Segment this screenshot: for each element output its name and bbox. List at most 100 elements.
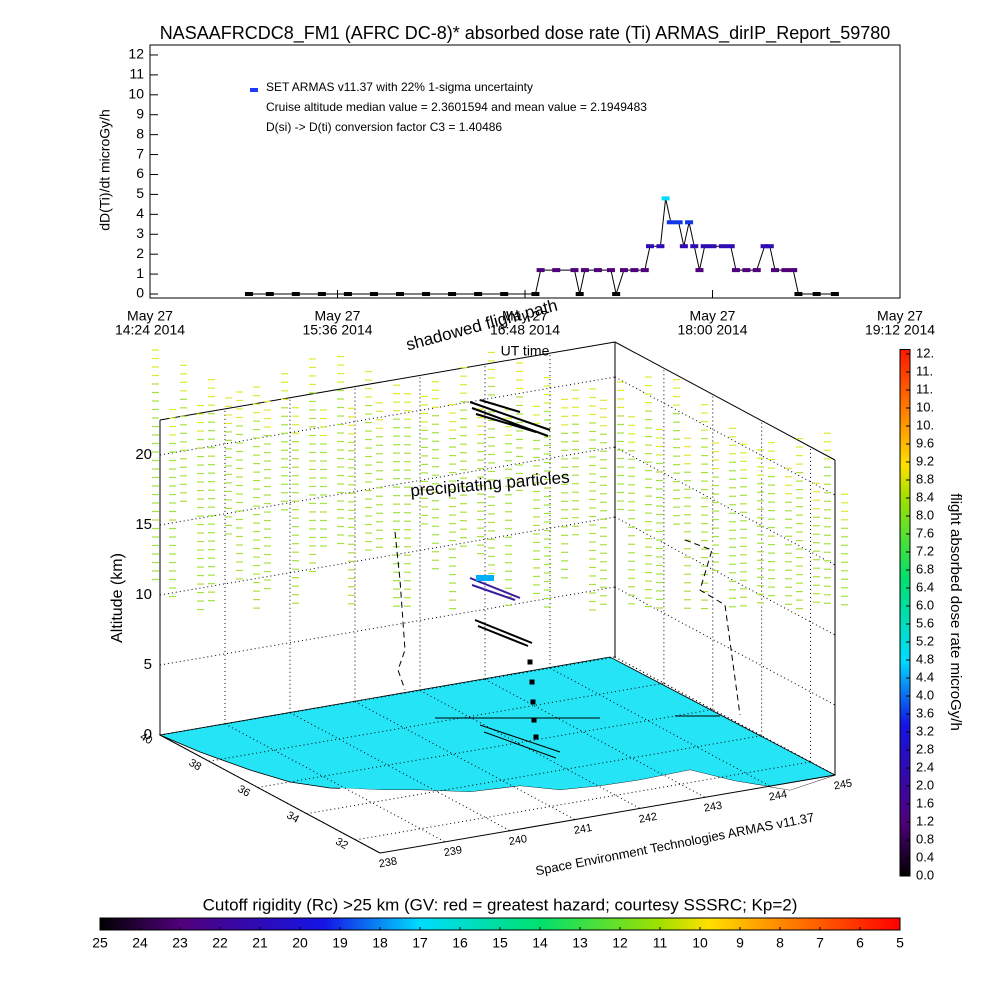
y-tick-label: 6 [136, 165, 144, 181]
grid-line [159, 656, 616, 736]
data-point [708, 244, 717, 249]
flight-marker [529, 679, 535, 685]
grid-line [549, 667, 771, 787]
colorbar-tick-label: 24 [132, 935, 148, 951]
y-tick-label: 7 [136, 145, 144, 161]
colorbar-tick-label: 5.6 [916, 615, 934, 630]
colorbar-tick-label: 10 [692, 935, 708, 951]
colorbar-tick-label: 4.8 [916, 651, 934, 666]
z-tick-label: 10 [135, 586, 152, 603]
colorbar-tick-label: 8 [776, 935, 784, 951]
x-tick-label: May 27 [315, 308, 361, 324]
colorbar-tick-label: 6.4 [916, 579, 934, 594]
colorbar-tick-label: 3.6 [916, 705, 934, 720]
x-tick-label: 243 [703, 800, 723, 815]
flight-track [474, 619, 533, 647]
colorbar-tick-label: 6.0 [916, 597, 934, 612]
land [340, 770, 835, 853]
flight-shadow [479, 724, 561, 759]
x-tick-label: May 27 [502, 308, 548, 324]
colorbar-tick-label: 8.0 [916, 507, 934, 522]
colorbar-tick-label: 20 [292, 935, 308, 951]
colorbar-tick-label: 8.4 [916, 489, 934, 504]
data-point [812, 292, 821, 297]
data-point [612, 292, 621, 297]
grid-line [306, 735, 762, 815]
data-point [536, 268, 545, 273]
flight-track [469, 399, 551, 437]
colorbar-tick-label: 2.4 [916, 759, 934, 774]
x-tick-label: 14:24 2014 [115, 322, 185, 338]
colorbar-tick-label: 8.8 [916, 471, 934, 486]
colorbar-tick-label: 1.6 [916, 795, 934, 810]
x-axis-label: UT time [501, 343, 550, 359]
data-point [781, 268, 790, 273]
data-point [666, 220, 675, 225]
x-tick-label: 238 [378, 855, 398, 870]
grid-line [614, 516, 836, 636]
data-point [396, 292, 404, 297]
x-tick-label: 245 [833, 777, 853, 792]
data-point [830, 292, 839, 297]
data-point [265, 292, 274, 297]
colorbar-tick-label: 17 [412, 935, 428, 951]
grid-line [208, 682, 664, 762]
colorbar-tick-label: 23 [172, 935, 188, 951]
data-point [575, 292, 584, 297]
colorbar-tick-label: 10. [916, 399, 934, 414]
flight-marker [533, 734, 539, 740]
data-point [726, 244, 735, 249]
data-point [700, 244, 709, 249]
data-point [695, 268, 704, 273]
colorbar-tick-label: 7.2 [916, 543, 934, 558]
colorbar-title: Cutoff rigidity (Rc) >25 km (GV: red = g… [203, 895, 798, 914]
y-axis-label: dD(Ti)/dt microGy/h [97, 109, 113, 231]
colorbar-tick-label: 4.4 [916, 669, 934, 684]
data-point [656, 244, 665, 249]
chart-title: NASAAFRCDC8_FM1 (AFRC DC-8)* absorbed do… [160, 23, 891, 44]
grid-line [614, 446, 836, 566]
z-tick-label: 0 [144, 726, 152, 743]
colorbar-tick-label: 4.0 [916, 687, 934, 702]
grid-line [614, 586, 836, 706]
colorbar-label: flight absorbed dose rate microGy/h [947, 493, 964, 731]
colorbar-tick-label: 11. [916, 363, 933, 378]
x-tick-label: 244 [768, 789, 788, 804]
data-point [369, 292, 378, 297]
y-tick-label: 9 [136, 105, 144, 121]
colorbar-tick-label: 2.0 [916, 777, 934, 792]
colorbar-tick-label: 13 [572, 935, 588, 951]
grid-line [484, 678, 706, 798]
y-tick-label: 5 [136, 185, 144, 201]
legend-marker [250, 88, 258, 92]
data-point [679, 244, 688, 249]
x-tick-label: 16:48 2014 [490, 322, 560, 338]
flight-shadow [684, 539, 741, 716]
flight-path [394, 399, 741, 759]
particle-field [152, 349, 848, 611]
data-point [448, 292, 457, 297]
grid-line [159, 734, 381, 854]
data-point [606, 268, 615, 273]
colorbar-tick-label: 11. [916, 381, 933, 396]
x-tick-label: 240 [508, 833, 528, 848]
y-tick-label: 40 [138, 731, 155, 748]
x-tick-label: 241 [573, 822, 593, 837]
box-edge [159, 341, 616, 421]
colorbar-tick-label: 0.0 [916, 867, 934, 882]
y-tick-label: 36 [236, 783, 253, 800]
data-point [794, 292, 803, 297]
x-tick-label: 15:36 2014 [302, 322, 372, 338]
grid-line [159, 376, 616, 456]
colorbar-tick-label: 7.6 [916, 525, 934, 540]
colorbar-tick-label: 3.2 [916, 723, 934, 738]
grid-line [614, 376, 836, 496]
data-point [593, 268, 602, 273]
x-tick-label: May 27 [127, 308, 173, 324]
y-tick-label: 10 [128, 86, 144, 102]
y-tick-label: 11 [129, 66, 144, 82]
box-edge [379, 774, 836, 854]
y-tick-label: 34 [284, 809, 301, 826]
colorbar-tick-label: 21 [252, 935, 268, 951]
data-point [570, 268, 579, 273]
